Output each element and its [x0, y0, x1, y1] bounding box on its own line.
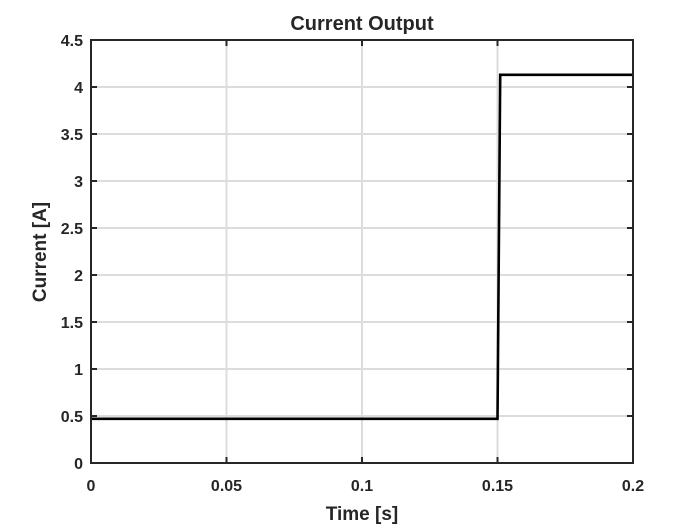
y-tick-label: 2.5: [61, 221, 83, 238]
y-tick-label: 3: [74, 174, 83, 191]
y-tick-label: 3.5: [61, 127, 83, 144]
x-axis-label: Time [s]: [326, 504, 399, 525]
grid-lines: [90, 39, 634, 464]
x-tick-label: 0: [87, 478, 96, 495]
plot-area: [91, 73, 633, 421]
chart-title: Current Output: [290, 13, 434, 35]
x-tick-label: 0.1: [351, 478, 373, 495]
y-tick-label: 1.5: [61, 315, 83, 332]
x-tick-label: 0.15: [482, 478, 513, 495]
tick-labels: 0 0.05 0.1 0.15 0.2 0 0.5 1 1.5 2 2.5 3 3.5 4 4.5: [61, 33, 644, 495]
y-tick-label: 4: [74, 80, 83, 97]
y-tick-label: 2: [74, 268, 83, 285]
series-line-0: [91, 73, 633, 421]
y-tick-label: 4.5: [61, 33, 83, 50]
axis-ticks: [90, 39, 634, 464]
y-tick-label: 0: [74, 456, 83, 473]
x-tick-label: 0.2: [622, 478, 644, 495]
y-axis-label: Current [A]: [30, 202, 51, 302]
y-tick-label: 0.5: [61, 409, 83, 426]
x-tick-label: 0.05: [211, 478, 242, 495]
y-tick-label: 1: [74, 362, 83, 379]
